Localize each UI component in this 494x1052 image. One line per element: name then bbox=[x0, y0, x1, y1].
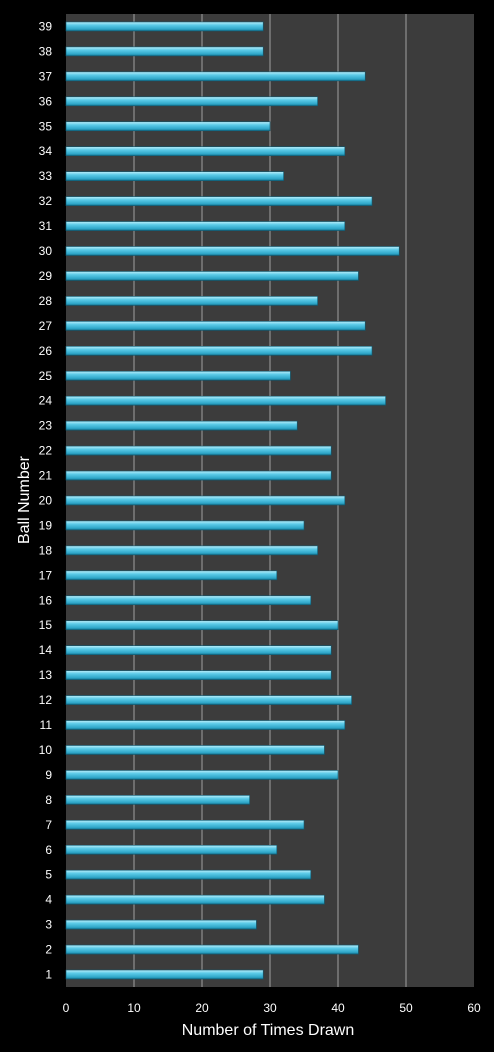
y-tick-label: 37 bbox=[39, 69, 53, 83]
y-tick-label: 12 bbox=[39, 693, 53, 707]
x-tick-label: 20 bbox=[195, 1001, 209, 1015]
bar-ball-8 bbox=[65, 795, 250, 805]
bar-ball-17 bbox=[65, 570, 278, 581]
bar-ball-5 bbox=[65, 869, 312, 880]
bar-ball-27 bbox=[65, 321, 366, 331]
y-tick-label: 20 bbox=[39, 494, 53, 508]
bar-ball-22 bbox=[65, 445, 332, 456]
y-tick-labels: 1234567891011121314151617181920212223242… bbox=[39, 19, 53, 981]
y-tick-label: 11 bbox=[40, 718, 53, 732]
y-tick-label: 8 bbox=[45, 793, 52, 807]
bar-ball-33 bbox=[65, 171, 284, 181]
y-tick-label: 24 bbox=[39, 394, 53, 408]
y-tick-label: 23 bbox=[39, 419, 53, 433]
y-tick-label: 27 bbox=[39, 319, 53, 333]
bar-ball-38 bbox=[65, 46, 264, 57]
bar-ball-34 bbox=[65, 146, 346, 157]
y-tick-label: 18 bbox=[39, 543, 53, 557]
bar-ball-39 bbox=[65, 21, 264, 32]
bar-ball-7 bbox=[65, 820, 305, 830]
y-tick-label: 3 bbox=[45, 918, 52, 932]
bar-ball-14 bbox=[65, 645, 332, 655]
y-tick-label: 21 bbox=[39, 469, 53, 483]
y-tick-label: 6 bbox=[45, 843, 52, 857]
x-tick-label: 10 bbox=[127, 1001, 141, 1015]
bar-ball-13 bbox=[65, 670, 332, 680]
bar-ball-15 bbox=[65, 620, 339, 631]
bar-ball-20 bbox=[65, 495, 346, 506]
y-tick-label: 30 bbox=[39, 244, 53, 258]
bar-ball-26 bbox=[65, 346, 373, 356]
bar-ball-9 bbox=[65, 770, 339, 780]
y-tick-label: 31 bbox=[39, 219, 53, 233]
bar-ball-28 bbox=[65, 296, 318, 306]
y-tick-label: 38 bbox=[39, 44, 53, 58]
bar-ball-36 bbox=[65, 96, 318, 107]
y-tick-label: 26 bbox=[39, 344, 53, 358]
bar-ball-1 bbox=[65, 969, 264, 980]
y-tick-label: 32 bbox=[39, 194, 53, 208]
y-tick-label: 36 bbox=[39, 94, 53, 108]
y-axis-title: Ball Number bbox=[16, 455, 33, 544]
bar-ball-4 bbox=[65, 894, 325, 905]
y-tick-label: 15 bbox=[39, 618, 53, 632]
x-axis-title: Number of Times Drawn bbox=[182, 1022, 355, 1039]
y-tick-label: 29 bbox=[39, 269, 53, 283]
bar-ball-3 bbox=[65, 919, 257, 930]
bar-ball-10 bbox=[65, 745, 325, 755]
bar-ball-11 bbox=[65, 720, 346, 730]
bar-ball-16 bbox=[65, 595, 312, 606]
y-tick-label: 5 bbox=[45, 868, 52, 882]
y-tick-label: 35 bbox=[39, 119, 53, 133]
bar-ball-25 bbox=[65, 370, 291, 381]
y-tick-label: 34 bbox=[39, 144, 53, 158]
x-tick-label: 0 bbox=[63, 1001, 70, 1015]
y-tick-label: 39 bbox=[39, 19, 53, 33]
y-tick-label: 22 bbox=[39, 444, 53, 458]
y-tick-label: 9 bbox=[45, 768, 52, 782]
x-tick-labels: 0 10 20 30 40 50 60 bbox=[63, 1001, 481, 1015]
y-tick-label: 2 bbox=[45, 943, 52, 957]
y-tick-label: 17 bbox=[39, 568, 53, 582]
x-tick-label: 30 bbox=[263, 1001, 277, 1015]
bar-ball-29 bbox=[65, 271, 359, 281]
bar-ball-32 bbox=[65, 196, 373, 206]
bar-ball-35 bbox=[65, 121, 271, 132]
bar-ball-23 bbox=[65, 420, 298, 431]
y-tick-label: 13 bbox=[39, 668, 53, 682]
y-tick-label: 25 bbox=[39, 369, 53, 383]
bar-ball-12 bbox=[65, 695, 352, 705]
bar-ball-19 bbox=[65, 520, 305, 531]
bar-ball-30 bbox=[65, 246, 400, 256]
bar-ball-37 bbox=[65, 71, 366, 82]
y-tick-label: 14 bbox=[39, 643, 53, 657]
y-tick-label: 10 bbox=[39, 743, 53, 757]
x-tick-label: 40 bbox=[331, 1001, 345, 1015]
bar-ball-31 bbox=[65, 221, 346, 231]
bar-ball-21 bbox=[65, 470, 332, 481]
y-tick-label: 28 bbox=[39, 294, 53, 308]
y-tick-label: 7 bbox=[45, 818, 52, 832]
x-tick-label: 60 bbox=[467, 1001, 481, 1015]
bar-ball-6 bbox=[65, 844, 278, 855]
y-tick-label: 4 bbox=[45, 893, 52, 907]
x-tick-label: 50 bbox=[399, 1001, 413, 1015]
y-tick-label: 1 bbox=[45, 968, 52, 982]
y-tick-label: 19 bbox=[39, 518, 53, 532]
bar-ball-2 bbox=[65, 944, 359, 955]
bar-ball-24 bbox=[65, 395, 386, 406]
bars bbox=[65, 21, 400, 980]
bar-ball-18 bbox=[65, 545, 318, 556]
y-tick-label: 33 bbox=[39, 169, 53, 183]
y-tick-label: 16 bbox=[39, 593, 53, 607]
